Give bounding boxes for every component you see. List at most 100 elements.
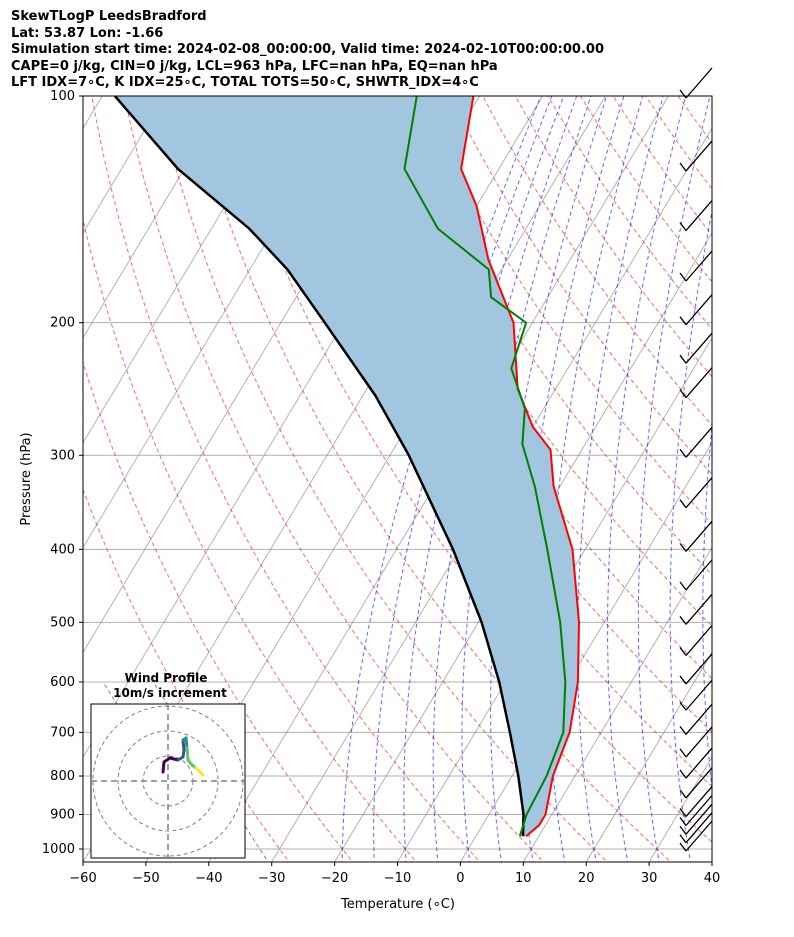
x-tick-label: −50: [132, 871, 159, 886]
y-tick-label: 200: [50, 316, 75, 331]
wind-barb-staff: [685, 426, 713, 458]
wind-barb-staff: [685, 820, 713, 852]
wind-barb-staff: [685, 795, 713, 826]
isotherm: [396, 336, 712, 862]
x-tick-label: 0: [456, 871, 464, 886]
wind-barb: [679, 786, 713, 817]
wind-barb-staff: [685, 367, 713, 399]
wind-barb-staff: [685, 593, 713, 625]
isotherm: [773, 96, 794, 865]
station-coordinates: Lat: 53.87 Lon: -1.66: [11, 25, 164, 41]
simulation-times: Simulation start time: 2024-02-08_00:00:…: [11, 42, 604, 57]
wind-barb-flag: [679, 354, 687, 364]
dry-adiabat: [384, 96, 712, 576]
wind-barb-flag: [679, 748, 687, 758]
dry-adiabat: [83, 217, 418, 862]
wind-barb: [679, 367, 713, 399]
moist-adiabat: [669, 208, 712, 862]
x-tick-label: 40: [704, 871, 721, 886]
wind-barb: [679, 332, 713, 364]
wind-barb-flag: [679, 615, 687, 625]
y-axis-label: Pressure (hPa): [19, 432, 34, 525]
wind-barb-flag: [679, 222, 687, 231]
wind-barb-flag: [679, 769, 687, 779]
wind-barb: [679, 140, 713, 172]
x-tick-label: 10: [515, 871, 532, 886]
wind-barbs: [679, 67, 713, 852]
wind-barb-flag: [679, 817, 687, 826]
moist-adiabat: [637, 96, 711, 862]
hodograph-inset: Wind Profile 10m/s increment: [90, 671, 246, 859]
wind-barb-flag: [679, 808, 687, 817]
dry-adiabat: [645, 96, 712, 190]
x-tick-label: −60: [69, 871, 96, 886]
wind-barb-staff: [685, 67, 713, 99]
moist-adiabat: [607, 96, 687, 862]
wind-barb-staff: [685, 477, 713, 509]
y-tick-label: 600: [50, 675, 75, 690]
wind-barb-flag: [679, 825, 687, 835]
wind-barb: [679, 593, 713, 625]
wind-barb-staff: [685, 679, 713, 711]
wind-barb-staff: [685, 767, 713, 799]
dry-adiabat: [612, 96, 712, 236]
wind-barb: [679, 767, 713, 799]
dry-adiabat: [91, 96, 481, 862]
hodograph-subtitle: 10m/s increment: [113, 686, 227, 700]
wind-barb: [679, 653, 713, 685]
dry-adiabat: [221, 96, 712, 843]
y-tick-label: 500: [50, 615, 75, 630]
dry-adiabat: [319, 96, 712, 680]
moist-adiabat: [341, 96, 542, 862]
dry-adiabat: [547, 96, 712, 330]
x-axis-label: Temperature (∘C): [340, 897, 455, 912]
wind-barb: [679, 747, 713, 779]
wind-barb-staff: [685, 559, 713, 591]
isotherm: [83, 96, 292, 444]
wind-barb: [679, 625, 713, 656]
x-tick-label: 30: [641, 871, 658, 886]
cape-cin-shading: [114, 96, 580, 837]
x-tick-label: −40: [195, 871, 222, 886]
hodograph-trace-segment: [161, 760, 166, 774]
hodograph-title: Wind Profile: [125, 671, 208, 685]
wind-barb-staff: [685, 332, 713, 364]
wind-barb: [679, 703, 713, 735]
moist-adiabat: [702, 420, 712, 794]
plot-profiles: [113, 96, 581, 838]
wind-barb-flag: [679, 701, 687, 711]
hodograph-trace-segment: [198, 770, 205, 777]
y-tick-label: 400: [50, 542, 75, 557]
temperature-profile-line: [460, 96, 581, 838]
dry-adiabat: [83, 360, 354, 862]
wind-barb-staff: [685, 653, 713, 685]
dry-adiabat: [580, 96, 712, 283]
wind-barb-staff: [685, 803, 713, 835]
wind-barb-staff: [685, 200, 713, 232]
wind-barb-staff: [685, 250, 713, 282]
wind-barb: [679, 200, 713, 232]
wind-barb: [679, 559, 713, 591]
wind-barb-flag: [679, 162, 687, 172]
isotherm: [83, 96, 166, 234]
y-tick-label: 100: [50, 89, 75, 104]
wind-barb: [679, 477, 713, 509]
wind-barb: [679, 67, 713, 99]
dry-adiabat: [83, 488, 290, 862]
wind-barb-flag: [679, 448, 687, 458]
parcel-profile-line: [113, 96, 525, 837]
x-tick-label: −30: [258, 871, 285, 886]
wind-barb-staff: [685, 786, 713, 817]
stability-indices-1: CAPE=0 j/kg, CIN=0 j/kg, LCL=963 hPa, LF…: [11, 58, 498, 74]
y-tick-label: 800: [50, 769, 75, 784]
x-tick-label: −10: [384, 871, 411, 886]
wind-barb-flag: [679, 316, 687, 326]
wind-barb-staff: [685, 520, 713, 552]
wind-barb-flag: [679, 89, 687, 99]
wind-barb: [679, 820, 713, 852]
wind-barb-flag: [679, 789, 687, 799]
isotherm: [585, 651, 712, 862]
wind-barb-flag: [679, 499, 687, 509]
wind-barb-staff: [685, 812, 713, 844]
hodograph-trace-segment: [185, 746, 190, 762]
